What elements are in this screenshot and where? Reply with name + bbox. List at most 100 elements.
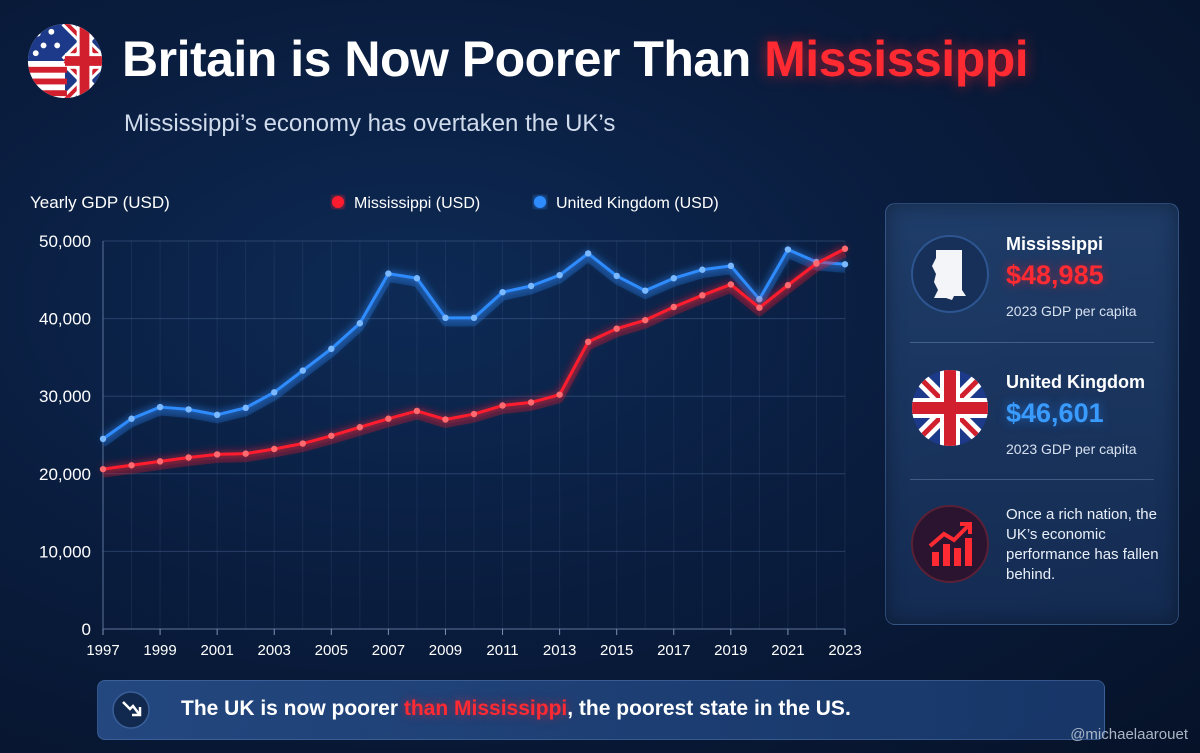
data-point	[584, 338, 592, 346]
x-tick-label: 2011	[486, 642, 518, 659]
data-point	[527, 282, 535, 290]
card-note: 2023 GDP per capita	[1006, 441, 1137, 457]
panel-note: Once a rich nation, the UK’s economic pe…	[1006, 506, 1159, 583]
x-tick-label: 2007	[372, 642, 405, 659]
data-point	[128, 415, 135, 422]
series-mississippi	[99, 245, 849, 478]
x-tick-label: 2019	[714, 642, 747, 659]
data-point	[727, 281, 735, 288]
legend-marker	[332, 196, 344, 208]
data-point	[242, 404, 249, 412]
data-point	[271, 389, 278, 396]
data-point	[185, 406, 192, 413]
data-point	[156, 403, 164, 411]
card-value: $46,601	[1006, 398, 1104, 428]
data-point	[156, 458, 164, 465]
y-tick-label: 10,000	[39, 542, 91, 561]
y-axis-label: Yearly GDP (USD)	[30, 193, 170, 212]
x-tick-label: 2003	[258, 642, 291, 659]
x-tick-label: 2017	[657, 642, 690, 659]
x-tick-label: 2001	[200, 642, 233, 659]
legend-item: United Kingdom (USD)	[534, 195, 719, 212]
mississippi-map-icon	[911, 235, 989, 313]
uk-flag-icon	[912, 370, 988, 446]
data-point	[699, 292, 706, 299]
x-tick-label: 2005	[315, 642, 348, 659]
data-point	[527, 399, 535, 406]
data-point	[642, 287, 649, 294]
x-tick-label: 2021	[771, 642, 804, 659]
data-point	[699, 266, 706, 273]
x-tick-label: 2013	[543, 642, 576, 659]
footer-text-before: The UK is now poorer	[181, 697, 404, 720]
footer-banner: The UK is now poorer than Mississippi, t…	[97, 680, 1105, 740]
gdp-line-chart: Yearly GDP (USD) Mississippi (USD) United…	[30, 193, 862, 659]
data-point	[613, 272, 620, 280]
y-tick-label: 30,000	[39, 387, 91, 406]
data-point	[470, 314, 478, 322]
legend: Mississippi (USD) United Kingdom (USD)	[332, 195, 719, 212]
data-point	[727, 262, 735, 270]
data-point	[670, 275, 677, 282]
data-point	[499, 289, 506, 296]
data-point	[784, 246, 792, 253]
title-accent: Mississippi	[764, 31, 1029, 87]
us-uk-flag-icon	[27, 23, 103, 99]
card-name: Mississippi	[1006, 234, 1104, 254]
data-point	[442, 416, 449, 423]
data-point	[213, 451, 221, 458]
data-point	[613, 325, 620, 332]
page-title: Britain is Now Poorer Than Mississippi	[122, 30, 1029, 88]
legend-item: Mississippi (USD)	[332, 195, 480, 212]
footer-text-accent: than Mississippi	[403, 697, 568, 720]
data-point	[670, 303, 677, 311]
legend-marker	[534, 196, 546, 208]
series-shadow	[102, 250, 847, 478]
author-handle: @michaelaarouet	[1070, 726, 1188, 743]
data-point	[271, 445, 278, 453]
data-point	[442, 314, 449, 322]
legend-label: Mississippi (USD)	[354, 195, 480, 212]
series-shadow	[100, 251, 846, 447]
grid	[102, 240, 846, 630]
y-tick-label: 0	[82, 620, 91, 639]
trend-down-arrow-icon	[112, 691, 150, 729]
x-axis: 1997 1999 2001 2003 2005 2007 2009 2011 2013 2015…	[86, 629, 862, 659]
x-tick-label: 2009	[429, 642, 462, 659]
data-point	[841, 245, 849, 252]
data-point	[413, 407, 421, 415]
data-point	[556, 391, 563, 398]
data-point	[756, 296, 763, 303]
data-point	[299, 367, 306, 374]
data-point	[328, 345, 335, 353]
data-point	[185, 454, 192, 461]
data-point	[813, 260, 820, 267]
y-tick-label: 50,000	[39, 232, 91, 251]
data-point	[499, 402, 506, 409]
data-point	[556, 271, 563, 279]
footer-text: The UK is now poorer than Mississippi, t…	[181, 697, 851, 721]
data-point	[756, 304, 763, 311]
data-point	[99, 465, 107, 473]
card-note: 2023 GDP per capita	[1006, 303, 1137, 319]
x-tick-label: 1997	[86, 642, 119, 659]
data-point	[841, 261, 849, 268]
data-point	[356, 320, 364, 327]
data-point	[356, 424, 364, 431]
data-point	[584, 250, 592, 257]
data-point	[242, 450, 249, 457]
y-tick-label: 40,000	[39, 310, 91, 329]
x-tick-label: 1999	[143, 642, 176, 659]
data-point	[328, 432, 335, 439]
title-main: Britain is Now Poorer Than	[122, 31, 765, 87]
rising-chart-icon	[911, 505, 989, 583]
data-point	[299, 440, 306, 447]
divider	[910, 342, 1154, 343]
series-united-kingdom	[99, 246, 849, 447]
x-tick-label: 2015	[600, 642, 633, 659]
data-point	[413, 275, 421, 282]
data-point	[470, 410, 478, 418]
data-point	[385, 415, 392, 422]
data-point	[128, 462, 135, 469]
y-tick-label: 20,000	[39, 465, 91, 484]
